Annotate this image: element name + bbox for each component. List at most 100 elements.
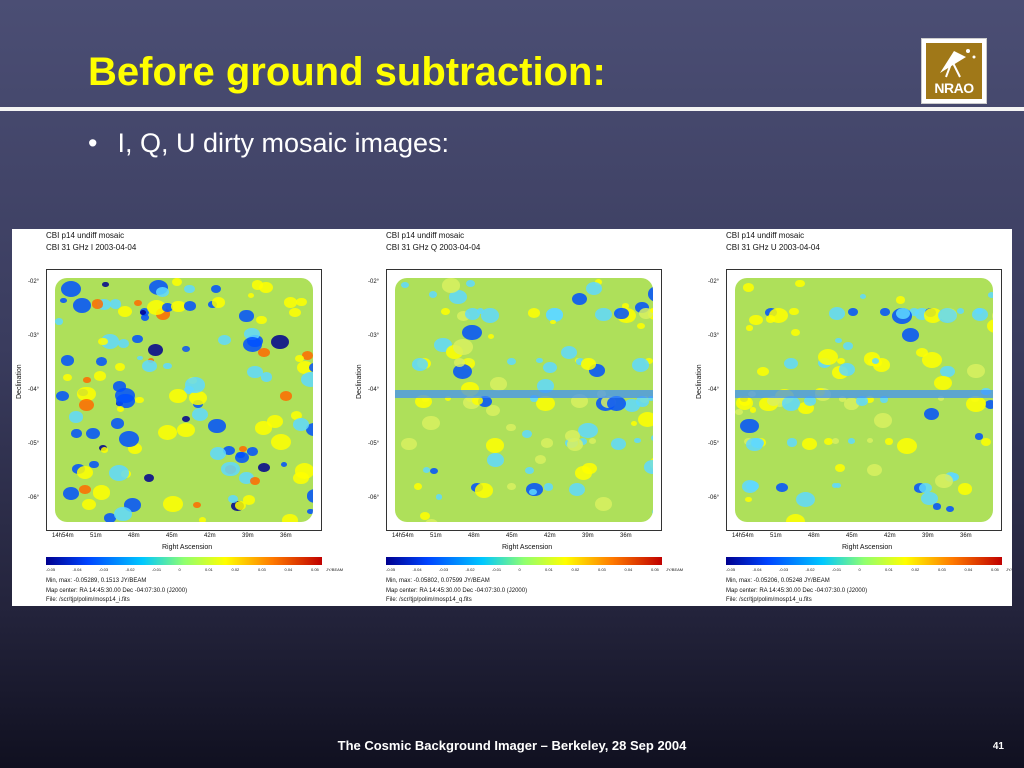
panel-subheading: CBI 31 GHz I 2003-04-04 [46,243,137,252]
map-feature [301,351,313,361]
map-feature [111,418,125,429]
map-feature [588,438,596,444]
map-feature [211,297,225,308]
nrao-logo-emblem: NRAO [926,43,982,99]
map-feature [465,279,475,287]
map-feature [422,415,440,430]
map-feature [255,315,267,325]
x-tick-label: 39m [922,533,934,539]
map-feature [487,333,494,339]
map-feature [156,286,170,298]
map-feature [244,327,260,341]
map-feature [871,358,879,364]
map-feature [908,308,919,317]
map-feature [649,308,653,313]
map-feature [560,345,577,359]
x-tick-label: 45m [846,533,858,539]
map-feature [128,443,142,455]
map-feature [79,484,91,495]
map-feature [296,361,313,375]
map-feature [802,438,817,450]
nrao-logo: NRAO [921,38,987,104]
map-feature [472,396,484,405]
map-feature [644,358,653,365]
colorbar-tick-label: 0.01 [545,567,553,572]
map-feature [823,438,833,445]
map-field [395,278,653,522]
map-feature [632,358,649,372]
map-feature [282,514,298,522]
y-tick-label: -03° [28,333,40,339]
panel-heading: CBI p14 undiff mosaic [386,231,465,240]
map-feature [648,286,653,302]
map-feature [184,285,195,294]
map-feature [163,495,183,512]
map-feature [507,483,517,490]
map-feature [933,503,942,510]
colorbar-tick-label: -0.02 [465,567,475,572]
map-feature [579,438,588,445]
map-feature [832,438,840,444]
map-feature [91,299,104,309]
map-feature [859,294,867,300]
map-feature [199,517,207,522]
map-feature [795,279,805,288]
y-tick-label: -02° [28,279,40,285]
map-feature [131,334,143,344]
map-feature [938,308,958,324]
map-feature [193,501,202,509]
file-text: File: /scr/tjp/polim/mosp14_u.fits [726,597,812,603]
map-feature [288,307,301,318]
map-feature [490,377,507,391]
map-feature [189,391,207,406]
map-feature [228,495,239,504]
map-feature [880,307,890,316]
y-tick-label: -02° [708,279,720,285]
y-tick-label: -03° [708,333,720,339]
map-feature [637,411,653,427]
colorbar-tick-label: -0.03 [99,567,109,572]
map-feature [576,358,585,365]
map-feature [623,399,640,413]
map-feature [647,396,653,402]
map-feature [292,418,310,432]
map-feature [844,398,859,410]
map-feature [234,500,247,510]
x-tick-label: 51m [770,533,782,539]
mosaic-panel-u: CBI p14 undiff mosaic CBI 31 GHz U 2003-0… [692,229,1012,606]
map-feature [549,319,556,325]
mosaic-map [46,269,322,531]
map-feature [635,302,649,314]
map-feature [55,318,64,325]
map-feature [453,358,466,368]
map-feature [259,282,274,294]
map-feature [109,299,122,309]
map-feature [611,438,626,450]
map-feature [945,505,954,513]
map-feature [401,281,410,288]
map-feature [529,395,538,402]
colorbar-tick-label: 0 [518,567,521,572]
map-feature [527,308,540,318]
y-tick-label: -06° [368,495,380,501]
map-feature [134,299,142,306]
map-feature [594,496,613,511]
colorbar-tick-label: -0.03 [439,567,449,572]
map-feature [295,463,313,479]
colorbar-tick-label: 0.05 [991,567,999,572]
map-feature [221,461,240,477]
colorbar-tick-label: 0 [858,567,861,572]
map-feature [630,421,637,427]
map-feature [60,298,67,304]
map-feature [309,363,313,373]
map-feature [117,405,125,412]
map-feature [534,455,546,465]
bullet-text: I, Q, U dirty mosaic images: [117,128,450,158]
map-feature [143,474,154,483]
panel-heading: CBI p14 undiff mosaic [726,231,805,240]
map-feature [242,495,255,505]
colorbar-tick-label: 0.04 [284,567,293,572]
x-tick-label: 14h54m [52,533,74,539]
map-feature [742,282,755,292]
map-feature [413,483,423,490]
